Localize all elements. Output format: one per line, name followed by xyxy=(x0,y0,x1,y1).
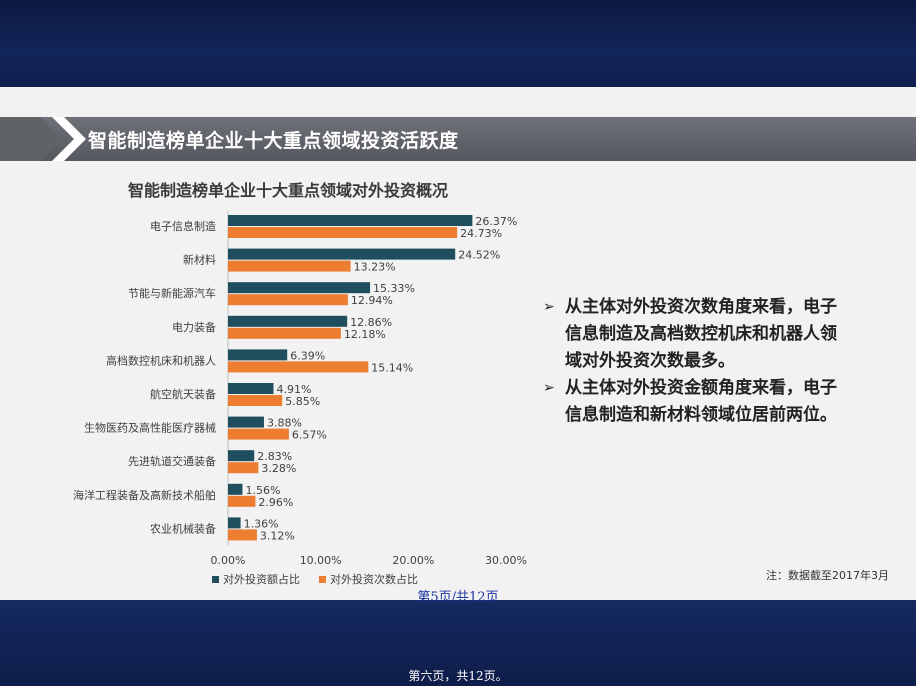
chevron-decoration-icon xyxy=(0,117,86,161)
category-label: 农业机械装备 xyxy=(150,521,216,535)
slide: 智能制造榜单企业十大重点领域投资活跃度 智能制造榜单企业十大重点领域对外投资概况… xyxy=(0,87,916,600)
bottom-band xyxy=(0,600,916,686)
category-label: 海洋工程装备及高新技术船舶 xyxy=(73,488,216,502)
data-label: 24.52% xyxy=(458,249,500,262)
bar-count xyxy=(228,428,289,440)
data-label: 6.39% xyxy=(290,349,325,362)
data-label: 13.23% xyxy=(354,261,396,274)
data-label: 2.83% xyxy=(257,450,292,463)
bullet-text: 从主体对外投资金额角度来看，电子信息制造和新材料领域位居前两位。 xyxy=(565,378,837,425)
data-label: 12.94% xyxy=(351,294,393,307)
category-label: 电子信息制造 xyxy=(150,219,216,233)
category-label: 节能与新能源汽车 xyxy=(128,286,216,300)
bar-count xyxy=(228,361,369,373)
legend-swatch xyxy=(212,576,219,583)
bullet-text: 从主体对外投资次数角度来看，电子信息制造及高档数控机床和机器人领域对外投资次数最… xyxy=(565,297,837,371)
data-label: 12.86% xyxy=(350,316,392,329)
legend-swatch xyxy=(319,576,326,583)
data-label: 2.96% xyxy=(258,496,293,509)
bar-amount xyxy=(228,248,456,260)
category-label: 电力装备 xyxy=(172,320,216,334)
bar-amount xyxy=(228,215,473,226)
bullet-list: ➢ 从主体对外投资次数角度来看，电子信息制造及高档数控机床和机器人领域对外投资次… xyxy=(543,294,843,429)
data-label: 15.14% xyxy=(371,361,413,374)
banner-title: 智能制造榜单企业十大重点领域投资活跃度 xyxy=(88,130,459,152)
category-label: 航空航天装备 xyxy=(150,387,216,401)
data-label: 5.85% xyxy=(285,395,320,408)
data-label: 3.12% xyxy=(260,529,295,542)
bar-count xyxy=(228,327,341,339)
bullet-item: ➢ 从主体对外投资金额角度来看，电子信息制造和新材料领域位居前两位。 xyxy=(543,375,843,429)
data-label: 4.91% xyxy=(276,383,311,396)
category-label: 高档数控机床和机器人 xyxy=(106,353,216,367)
legend-label: 对外投资次数占比 xyxy=(330,572,418,586)
bar-count xyxy=(228,495,256,507)
bar-count xyxy=(228,227,458,238)
data-label: 1.56% xyxy=(245,484,280,497)
arrow-bullet-icon: ➢ xyxy=(543,299,555,315)
page-footer: 第六页，共12页。 xyxy=(408,669,508,683)
data-label: 12.18% xyxy=(344,328,386,341)
x-tick-label: 30.00% xyxy=(485,554,527,567)
bar-amount xyxy=(228,450,255,462)
bar-amount xyxy=(228,416,264,428)
page-indicator: 第5页/共12页 xyxy=(417,590,499,605)
arrow-bullet-icon: ➢ xyxy=(543,380,555,396)
x-tick-label: 20.00% xyxy=(392,554,434,567)
data-label: 24.73% xyxy=(460,227,502,240)
category-label: 生物医药及高性能医疗器械 xyxy=(84,421,216,435)
top-band xyxy=(0,0,916,87)
bar-chart: 电子信息制造 26.37%24.73% 新材料 24.52% 13.23% 节能与新能源汽… xyxy=(73,211,527,586)
bar-amount xyxy=(228,517,241,529)
bar-amount xyxy=(228,315,348,327)
data-label: 26.37% xyxy=(475,215,517,228)
data-label: 3.28% xyxy=(261,462,296,475)
bar-amount xyxy=(228,483,243,495)
x-tick-label: 10.00% xyxy=(300,554,342,567)
bar-count xyxy=(228,294,348,306)
data-note: 注：数据截至2017年3月 xyxy=(766,569,889,582)
bar-amount xyxy=(228,282,371,294)
legend-label: 对外投资额占比 xyxy=(223,572,300,586)
x-tick-label: 0.00% xyxy=(211,554,246,567)
category-label: 新材料 xyxy=(183,253,216,267)
data-label: 15.33% xyxy=(373,282,415,295)
bar-count xyxy=(228,260,351,272)
bar-count xyxy=(228,529,257,541)
chart-title: 智能制造榜单企业十大重点领域对外投资概况 xyxy=(128,181,449,200)
data-label: 6.57% xyxy=(292,429,327,442)
bar-amount xyxy=(228,349,288,361)
section-banner: 智能制造榜单企业十大重点领域投资活跃度 xyxy=(0,117,916,161)
bar-count xyxy=(228,462,259,474)
category-label: 先进轨道交通装备 xyxy=(128,454,216,468)
data-label: 1.36% xyxy=(244,517,279,530)
bar-amount xyxy=(228,383,274,394)
data-label: 3.88% xyxy=(267,417,302,430)
bar-count xyxy=(228,395,283,406)
bullet-item: ➢ 从主体对外投资次数角度来看，电子信息制造及高档数控机床和机器人领域对外投资次… xyxy=(543,294,843,375)
